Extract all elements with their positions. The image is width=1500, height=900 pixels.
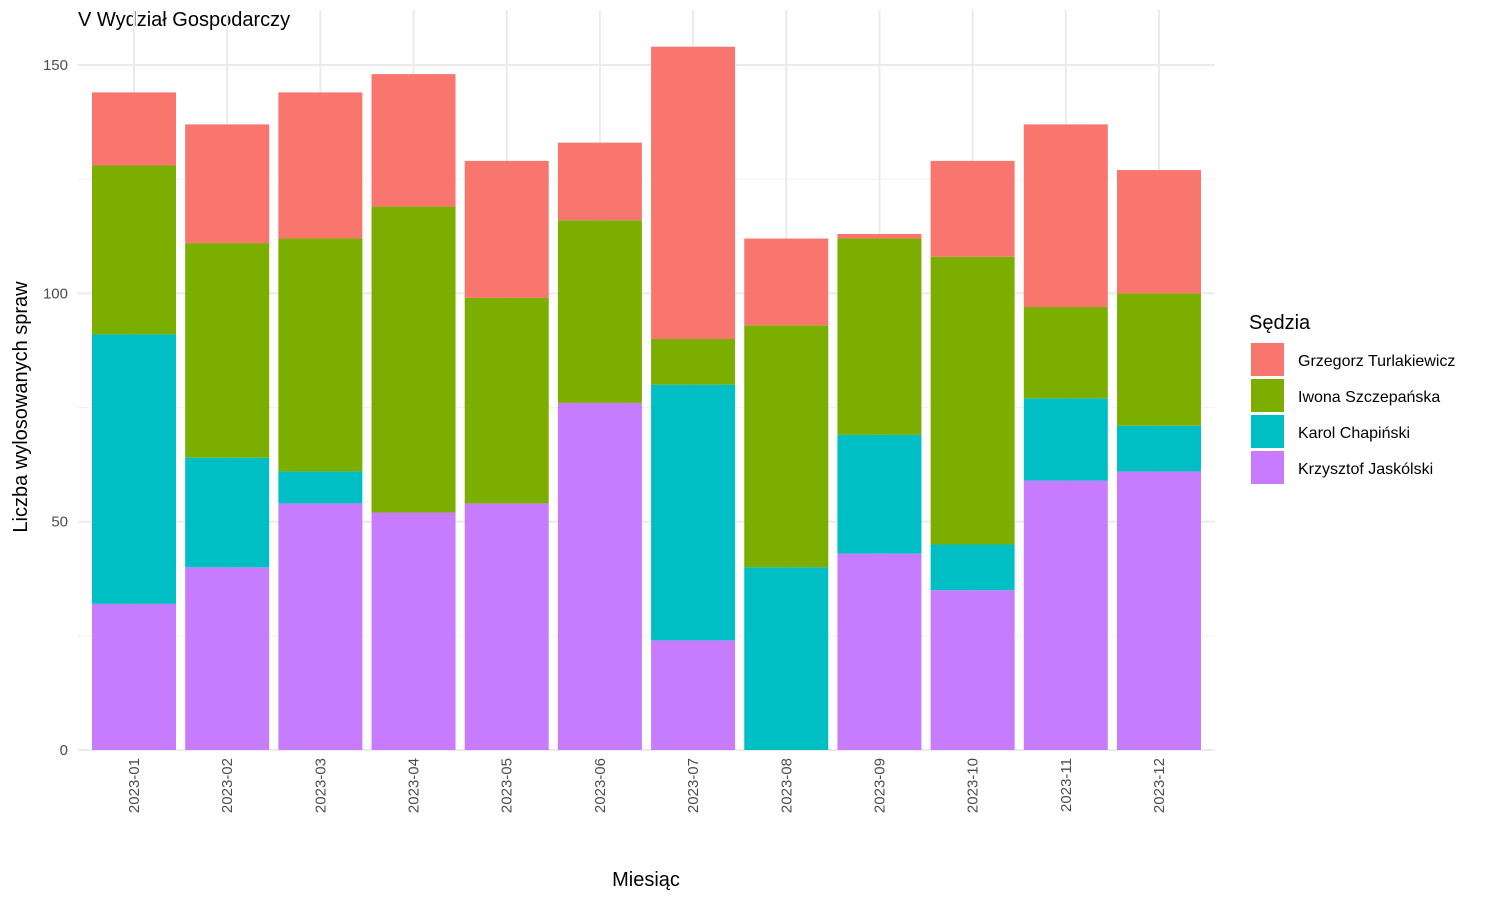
bar-segment xyxy=(837,434,922,554)
legend: Sędzia Grzegorz Turlakiewicz Iwona Szczep… xyxy=(1249,312,1455,484)
bar-segment xyxy=(1023,398,1108,481)
bar-segment xyxy=(371,512,456,750)
bar-segment xyxy=(744,238,829,326)
x-tick-label: 2023-03 xyxy=(312,758,329,813)
x-tick-label: 2023-04 xyxy=(406,758,423,813)
bar-segment xyxy=(930,544,1015,591)
x-tick-label: 2023-12 xyxy=(1151,758,1168,813)
bar-segment xyxy=(1116,170,1201,294)
bar-segment xyxy=(744,567,829,750)
x-tick-label: 2023-08 xyxy=(778,758,795,813)
bar-segment xyxy=(278,503,363,750)
y-tick-label: 150 xyxy=(43,57,68,74)
x-axis-ticks: 2023-01 2023-02 2023-03 2023-04 2023-05 2023-… xyxy=(126,758,1168,813)
bar-segment xyxy=(930,160,1015,257)
bar-segment xyxy=(185,567,270,750)
bar-segment xyxy=(1023,124,1108,308)
legend-key xyxy=(1251,415,1284,448)
x-tick-label: 2023-10 xyxy=(965,758,982,813)
bar-segment xyxy=(651,339,736,385)
bar-segment xyxy=(651,46,736,339)
bar-segment xyxy=(278,238,363,472)
x-tick-label: 2023-11 xyxy=(1058,758,1075,812)
y-tick-label: 0 xyxy=(60,742,68,759)
legend-key xyxy=(1251,379,1284,412)
legend-key xyxy=(1251,343,1284,376)
y-tick-label: 100 xyxy=(43,285,68,302)
bar-segment xyxy=(371,74,456,207)
legend-label: Karol Chapiński xyxy=(1298,425,1410,442)
bar-segment xyxy=(557,142,642,221)
x-axis-title: Miesiąc xyxy=(612,869,680,891)
bar-segment xyxy=(92,334,176,604)
legend-label: Krzysztof Jaskólski xyxy=(1298,461,1433,478)
bar-segment xyxy=(185,124,270,244)
bar-segment xyxy=(1116,293,1201,426)
bar-segment xyxy=(92,603,176,750)
bars xyxy=(92,46,1201,750)
bar-segment xyxy=(837,233,922,239)
legend-key xyxy=(1251,451,1284,484)
bar-segment xyxy=(464,503,549,750)
bar-segment xyxy=(1116,471,1201,750)
bar-segment xyxy=(278,471,363,504)
legend-label: Grzegorz Turlakiewicz xyxy=(1298,353,1455,370)
x-tick-label: 2023-05 xyxy=(499,758,516,813)
y-axis-title: Liczba wylosowanych spraw xyxy=(10,281,32,533)
legend-title: Sędzia xyxy=(1249,312,1311,334)
bar-segment xyxy=(1116,425,1201,472)
x-tick-label: 2023-07 xyxy=(685,758,702,813)
x-tick-label: 2023-06 xyxy=(592,758,609,813)
bar-segment xyxy=(92,165,176,335)
legend-label: Iwona Szczepańska xyxy=(1298,389,1440,406)
bar-segment xyxy=(557,402,642,750)
bar-segment xyxy=(1023,480,1108,750)
bar-segment xyxy=(185,457,270,568)
bar-segment xyxy=(1023,307,1108,399)
x-tick-label: 2023-01 xyxy=(126,758,143,813)
bar-segment xyxy=(557,220,642,403)
bar-segment xyxy=(651,640,736,750)
bar-segment xyxy=(464,160,549,298)
x-tick-label: 2023-02 xyxy=(219,758,236,813)
bar-segment xyxy=(464,297,549,504)
bar-segment xyxy=(744,325,829,568)
y-axis-ticks: 0 50 100 150 xyxy=(43,57,68,759)
bar-segment xyxy=(930,590,1015,750)
x-tick-label: 2023-09 xyxy=(871,758,888,813)
bar-segment xyxy=(651,384,736,641)
bar-segment xyxy=(837,553,922,750)
bar-segment xyxy=(930,256,1015,545)
bar-segment xyxy=(278,92,363,239)
bar-segment xyxy=(185,243,270,458)
y-tick-label: 50 xyxy=(51,514,68,531)
bar-segment xyxy=(371,206,456,513)
bar-segment xyxy=(837,238,922,435)
chart-title: V Wydział Gospodarczy xyxy=(78,9,290,31)
bar-segment xyxy=(92,92,176,166)
